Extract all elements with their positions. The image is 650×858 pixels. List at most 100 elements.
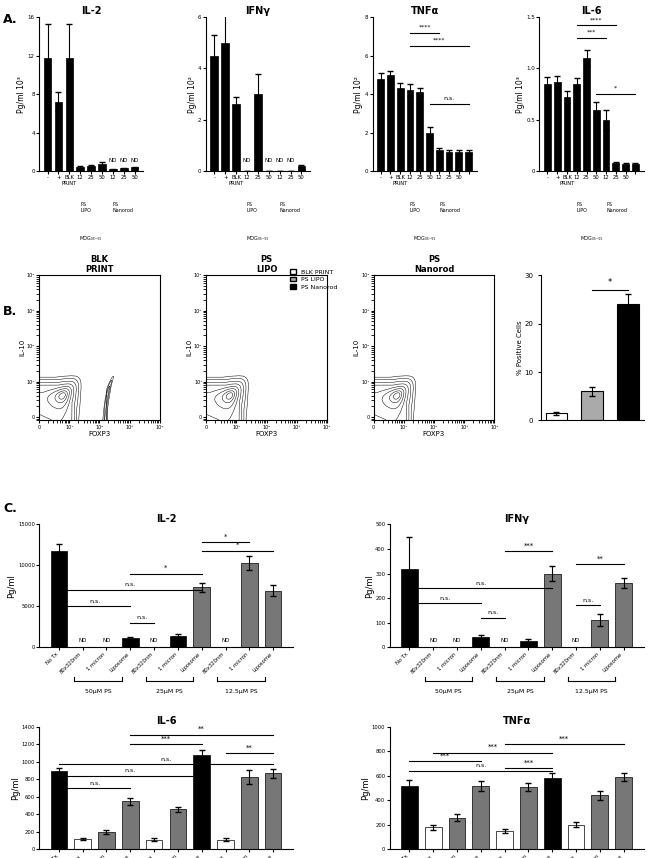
Title: PS
Nanorod: PS Nanorod [414, 255, 454, 275]
Bar [51, 551, 67, 647]
Text: PS
LIPO: PS LIPO [247, 202, 258, 213]
Bar [473, 786, 489, 849]
Text: **: ** [198, 726, 205, 732]
Text: n.s.: n.s. [487, 610, 499, 615]
Bar [211, 56, 218, 171]
Text: PS
LIPO: PS LIPO [577, 202, 588, 213]
Text: n.s.: n.s. [125, 769, 136, 773]
Text: ND: ND [221, 638, 229, 644]
Bar [564, 97, 571, 171]
Bar [456, 152, 462, 171]
Bar [74, 839, 91, 849]
Text: ***: *** [559, 735, 569, 741]
Y-axis label: Pg/ml 10²: Pg/ml 10² [354, 76, 363, 112]
Text: *: * [608, 278, 612, 287]
Y-axis label: Pg/ml: Pg/ml [11, 776, 20, 800]
Text: C.: C. [3, 502, 17, 515]
Bar [544, 84, 551, 171]
Text: ND: ND [243, 159, 251, 163]
Y-axis label: Pg/ml 10²: Pg/ml 10² [188, 76, 197, 112]
Bar [545, 414, 567, 420]
Bar [254, 94, 262, 171]
Text: B.: B. [3, 305, 18, 317]
Bar [170, 636, 187, 647]
Bar [496, 831, 513, 849]
Text: ***: *** [440, 752, 450, 758]
Bar [193, 755, 210, 849]
Text: n.s.: n.s. [475, 764, 486, 769]
Text: MOG₃₅₋₅₅: MOG₃₅₋₅₅ [247, 236, 269, 241]
Bar [592, 620, 608, 647]
Bar [622, 164, 629, 171]
X-axis label: FOXP3: FOXP3 [422, 431, 445, 437]
Y-axis label: IL-10: IL-10 [354, 339, 359, 356]
Text: n.s.: n.s. [582, 598, 593, 603]
Text: ****: **** [433, 38, 445, 43]
Text: *: * [236, 542, 239, 548]
Text: ND: ND [79, 638, 87, 644]
Bar [465, 152, 472, 171]
Bar [265, 590, 281, 647]
Text: 12.5μM PS: 12.5μM PS [225, 689, 257, 694]
Title: TNFα: TNFα [411, 6, 439, 16]
Text: PS
LIPO: PS LIPO [410, 202, 421, 213]
Bar [146, 840, 162, 849]
Title: IFNγ: IFNγ [245, 6, 270, 16]
Bar [265, 773, 281, 849]
Title: IL-6: IL-6 [581, 6, 602, 16]
Y-axis label: Pg/ml: Pg/ml [8, 574, 16, 598]
Bar [241, 563, 257, 647]
Bar [446, 152, 452, 171]
X-axis label: FOXP3: FOXP3 [88, 431, 110, 437]
Bar [554, 82, 560, 171]
Bar [232, 105, 240, 171]
Bar [120, 168, 127, 171]
Text: ND: ND [287, 159, 294, 163]
Bar [98, 832, 115, 849]
Title: IL-2: IL-2 [156, 514, 176, 523]
Bar [436, 150, 443, 171]
Text: n.s.: n.s. [161, 757, 172, 762]
Text: **: ** [597, 555, 603, 561]
Bar [241, 776, 257, 849]
Text: **: ** [246, 745, 253, 751]
Bar [616, 583, 632, 647]
Text: ****: **** [419, 25, 431, 29]
Bar [581, 391, 603, 420]
Bar [122, 638, 138, 647]
Bar [632, 164, 639, 171]
Bar [396, 88, 404, 171]
Bar [122, 801, 138, 849]
Bar [51, 770, 67, 849]
Text: ND: ND [109, 159, 117, 163]
Text: PS
Nanorod: PS Nanorod [606, 202, 627, 213]
Bar [520, 787, 537, 849]
Y-axis label: IL-10: IL-10 [187, 339, 192, 356]
Bar [426, 133, 433, 171]
Bar [520, 641, 537, 647]
Text: MOG₃₅₋₅₅: MOG₃₅₋₅₅ [413, 236, 436, 241]
Text: PS
LIPO: PS LIPO [80, 202, 91, 213]
Text: 25μM PS: 25μM PS [156, 689, 183, 694]
Text: n.s.: n.s. [443, 95, 454, 100]
Text: MOG₃₅₋₅₅: MOG₃₅₋₅₅ [580, 236, 603, 241]
Bar [425, 827, 441, 849]
Text: PS
Nanorod: PS Nanorod [113, 202, 134, 213]
Bar [55, 102, 62, 171]
Text: n.s.: n.s. [89, 781, 100, 786]
X-axis label: FOXP3: FOXP3 [255, 431, 278, 437]
Text: *: * [224, 534, 228, 540]
Text: n.s.: n.s. [136, 615, 148, 620]
Bar [406, 90, 413, 171]
Bar [567, 825, 584, 849]
Bar [109, 169, 117, 171]
Bar [401, 569, 418, 647]
Title: TNFα: TNFα [502, 716, 530, 726]
Title: IFNγ: IFNγ [504, 514, 529, 523]
Text: PS
Nanorod: PS Nanorod [439, 202, 460, 213]
Text: MOG₃₅₋₅₅: MOG₃₅₋₅₅ [80, 236, 102, 241]
Bar [583, 58, 590, 171]
Text: n.s.: n.s. [89, 599, 100, 604]
Text: ***: *** [587, 30, 596, 34]
Title: IL-2: IL-2 [81, 6, 101, 16]
